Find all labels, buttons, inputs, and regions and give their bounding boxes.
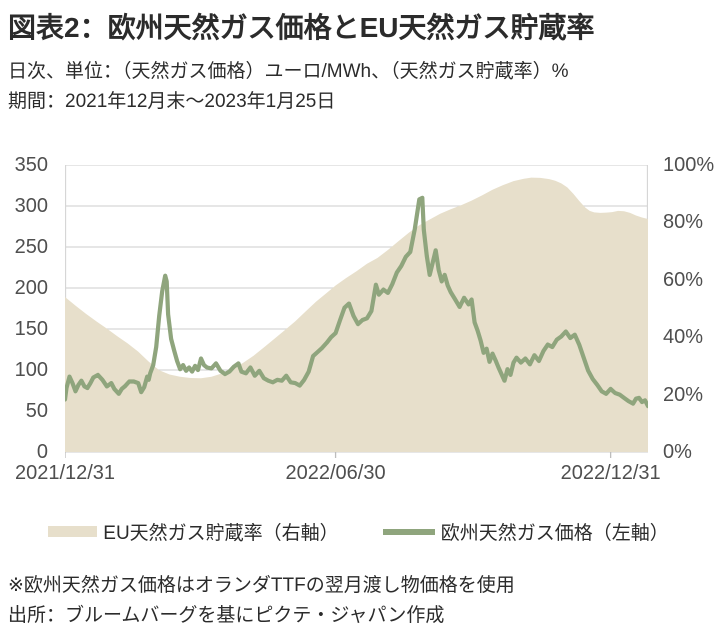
left-axis-label: 100	[14, 359, 48, 381]
footnote-source: 出所：ブルームバーグを基にピクテ・ジャパン作成	[8, 605, 445, 626]
x-axis-label: 2022/06/30	[285, 462, 386, 484]
left-axis-label: 250	[14, 236, 48, 258]
gas-chart: 0 50 100 150 200 250 300 350 0% 20% 40% 60% 80% 100%…	[0, 148, 717, 484]
right-axis-label: 80%	[663, 211, 704, 234]
chart-legend: EU天然ガス貯蔵率（右軸） 欧州天然ガス価格（左軸）	[0, 518, 717, 545]
right-axis-label: 40%	[663, 326, 704, 349]
price-line-swatch	[382, 528, 435, 535]
legend-label-price: 欧州天然ガス価格（左軸）	[440, 523, 669, 544]
right-axis-label: 60%	[663, 268, 704, 291]
left-axis-label: 300	[14, 195, 48, 217]
storage-area-swatch	[48, 526, 98, 537]
right-axis-label: 20%	[663, 383, 704, 406]
legend-item-storage: EU天然ガス貯蔵率（右軸）	[48, 518, 339, 545]
left-axis-label: 50	[25, 400, 48, 422]
x-axis-label: 2021/12/31	[14, 462, 116, 484]
figure-title: 図表2：欧州天然ガス価格とEU天然ガス貯蔵率	[8, 12, 595, 43]
left-axis-label: 0	[36, 441, 48, 463]
legend-item-price: 欧州天然ガス価格（左軸）	[382, 518, 669, 545]
chart-plot	[65, 165, 648, 458]
figure-subtitle-units: 日次、単位：（天然ガス価格）ユーロ/MWh、（天然ガス貯蔵率）%	[8, 61, 569, 82]
left-axis-label: 150	[14, 318, 48, 340]
left-axis-label: 350	[14, 154, 48, 176]
right-axis-label: 100%	[663, 154, 715, 176]
figure-subtitle-period: 期間：2021年12月末～2023年1月25日	[8, 91, 336, 112]
left-axis-label: 200	[14, 277, 48, 299]
legend-label-storage: EU天然ガス貯蔵率（右軸）	[103, 523, 339, 544]
price-line-series	[65, 195, 648, 409]
x-axis-label: 2022/12/31	[560, 462, 661, 484]
footnote-note: ※欧州天然ガス価格はオランダTTFの翌月渡し物価格を使用	[8, 575, 515, 596]
right-axis-label: 0%	[663, 441, 692, 463]
storage-area-series	[65, 177, 648, 452]
